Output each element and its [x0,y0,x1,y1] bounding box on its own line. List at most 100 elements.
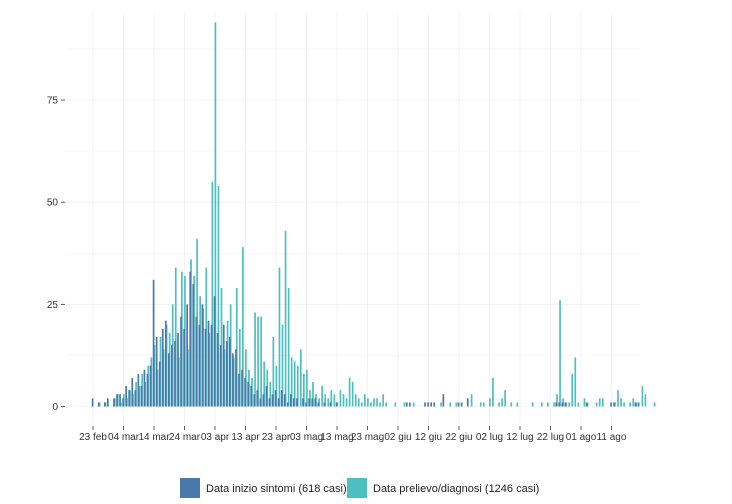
bar-symptoms [103,402,106,407]
bar-symptoms [329,402,332,407]
bar-diagnosis [174,267,177,407]
bar-diagnosis [489,398,491,407]
bar-symptoms [192,283,195,407]
bar-symptoms [558,402,561,407]
bar-diagnosis [254,312,256,407]
x-tick-label: 23 apr [262,432,291,443]
bar-symptoms [274,390,277,407]
bar-diagnosis [327,398,330,407]
bar-diagnosis [571,373,574,407]
bar-diagnosis [287,288,290,407]
bar-diagnosis [455,402,458,407]
bar-symptoms [613,402,615,407]
bar-symptoms [253,394,256,407]
bar-diagnosis [531,402,534,407]
bar-diagnosis [376,398,378,407]
bar-symptoms [433,402,436,407]
bar-diagnosis [263,361,266,407]
bar-diagnosis [370,402,372,407]
bar-symptoms [213,296,216,407]
bar-symptoms [271,394,274,407]
bar-diagnosis [351,381,354,407]
bar-diagnosis [275,365,278,407]
bar-symptoms [308,398,310,407]
bar-symptoms [564,402,567,407]
bar-symptoms [235,349,237,407]
bar-symptoms [125,386,127,407]
bar-symptoms [174,341,176,407]
bar-diagnosis [595,402,598,407]
bar-diagnosis [278,267,281,407]
bar-symptoms [268,398,271,407]
bar-diagnosis [403,402,406,407]
bar-symptoms [280,390,283,407]
bar-symptoms [302,398,304,407]
y-tick-label: 0 [52,402,58,413]
bar-diagnosis [644,394,647,407]
bar-diagnosis [238,328,241,407]
bar-diagnosis [540,402,543,407]
bar-symptoms [323,402,326,407]
x-tick-label: 12 lug [506,432,533,443]
bar-diagnosis [306,369,308,407]
bar-diagnosis [235,288,238,407]
bar-symptoms [201,304,204,407]
bar-symptoms [585,402,588,407]
bar-symptoms [146,373,149,407]
bar-symptoms [290,394,292,407]
legend-swatch-diagnosis [347,478,367,498]
bar-diagnosis [501,398,503,407]
x-tick-label: 03 apr [201,432,230,443]
bar-diagnosis [272,337,275,407]
bar-symptoms [442,394,445,407]
x-tick-label: 12 giu [415,432,442,443]
bar-diagnosis [394,402,397,407]
bar-symptoms [140,386,143,407]
bar-diagnosis [516,402,519,407]
bar-diagnosis [470,394,473,407]
bar-symptoms [158,361,161,407]
bar-symptoms [149,365,152,407]
bar-symptoms [122,398,124,407]
bar-symptoms [311,398,314,407]
bar-diagnosis [553,402,555,407]
bar-diagnosis [653,402,656,407]
bar-diagnosis [354,394,357,407]
bar-diagnosis [293,361,296,407]
bar-diagnosis [324,394,327,407]
bar-diagnosis [379,402,381,407]
bar-symptoms [259,398,262,407]
bar-diagnosis [290,357,293,407]
bar-symptoms [204,328,207,407]
bar-diagnosis [342,394,345,407]
bar-diagnosis [598,398,601,407]
bar-symptoms [634,402,637,407]
bar-diagnosis [312,381,314,407]
bar-diagnosis [556,394,558,407]
bar-symptoms [168,353,170,407]
bar-symptoms [317,402,320,407]
bar-symptoms [189,271,192,407]
bar-diagnosis [345,398,348,407]
bar-symptoms [186,304,188,407]
bar-symptoms [305,402,307,407]
bar-symptoms [250,386,253,407]
bar-symptoms [283,394,286,407]
x-tick-label: 14 mar [138,432,170,443]
bar-diagnosis [257,316,259,407]
bar-diagnosis [574,357,577,407]
bar-symptoms [119,394,121,407]
bar-diagnosis [504,390,506,407]
bar-diagnosis [601,398,604,407]
bar-symptoms [180,316,182,407]
bar-diagnosis [620,398,622,407]
bar-symptoms [430,402,432,407]
bar-diagnosis [498,402,500,407]
x-axis: 23 feb 04 mar 14 mar 24 mar 03 apr 13 apr 23 a… [79,426,627,443]
bar-symptoms [207,320,210,407]
bar-diagnosis [583,398,586,407]
bar-diagnosis [303,373,305,407]
bar-diagnosis [333,394,336,407]
bar-symptoms [152,279,155,407]
